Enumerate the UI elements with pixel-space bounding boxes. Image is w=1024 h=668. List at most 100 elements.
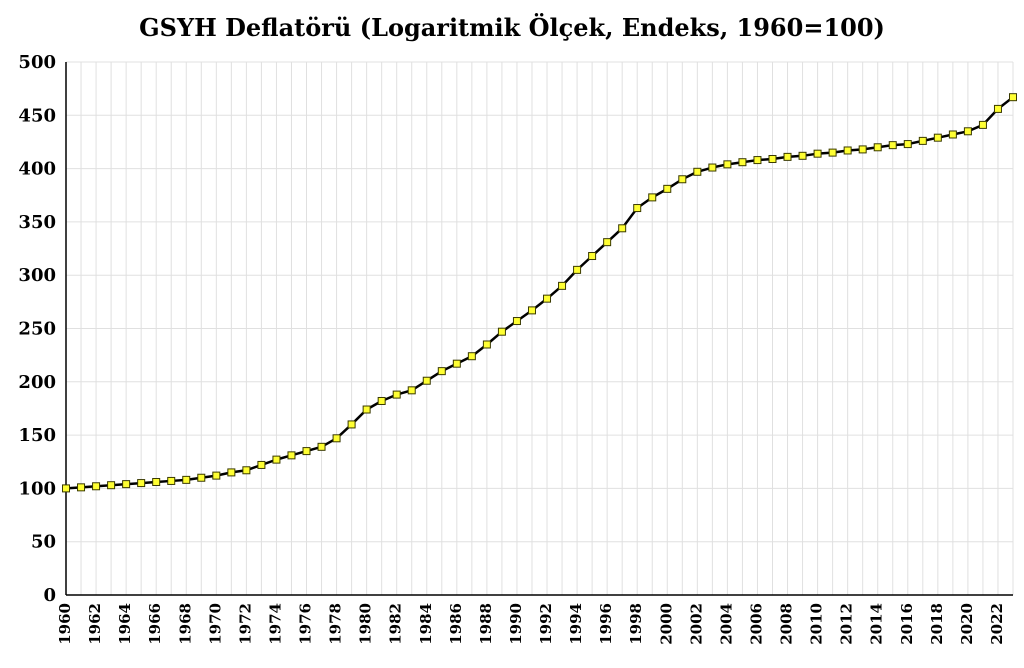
- data-point: [92, 482, 101, 491]
- x-tick-label: 1998: [627, 603, 645, 645]
- data-point: [903, 140, 912, 149]
- x-tick-label: 1990: [507, 603, 525, 645]
- data-point: [137, 479, 146, 488]
- data-point: [62, 484, 70, 493]
- data-point: [708, 163, 717, 172]
- x-tick-label: 1994: [567, 603, 585, 645]
- y-tick-label: 200: [18, 372, 56, 393]
- data-point: [918, 136, 927, 145]
- data-point: [768, 155, 777, 164]
- axes: [65, 62, 1013, 596]
- data-point: [317, 442, 326, 451]
- y-tick-label: 400: [18, 159, 56, 180]
- y-tick-label: 250: [18, 319, 56, 340]
- data-point: [107, 481, 116, 490]
- data-point: [392, 390, 401, 399]
- y-tick-label: 300: [18, 265, 56, 286]
- data-point: [227, 468, 236, 477]
- x-tick-label: 2000: [657, 603, 675, 645]
- data-point: [693, 167, 702, 176]
- data-point: [753, 156, 762, 165]
- x-tick-label: 2006: [747, 603, 765, 645]
- x-tick-label: 1968: [176, 603, 194, 645]
- data-point: [482, 340, 491, 349]
- data-point: [467, 352, 476, 361]
- data-point: [362, 405, 371, 414]
- data-point: [497, 327, 506, 336]
- data-point: [377, 396, 386, 405]
- data-point: [452, 359, 461, 368]
- data-point: [242, 466, 251, 475]
- x-tick-label: 1972: [236, 603, 254, 645]
- x-tick-label: 2004: [717, 603, 735, 645]
- data-point: [588, 252, 597, 261]
- data-point: [422, 376, 431, 385]
- x-tick-label: 2016: [898, 603, 916, 645]
- data-point: [843, 146, 852, 155]
- data-point: [678, 175, 687, 184]
- x-tick-label: 1960: [56, 603, 74, 645]
- x-tick-label: 1988: [477, 603, 495, 645]
- data-point: [287, 451, 296, 460]
- x-tick-label: 1964: [116, 603, 134, 645]
- x-tick-label: 1978: [327, 603, 345, 645]
- x-tick-label: 2014: [868, 603, 886, 645]
- data-point: [963, 127, 972, 136]
- x-tick-label: 2018: [928, 603, 946, 645]
- x-tick-label: 1974: [266, 603, 284, 645]
- y-tick-label: 350: [18, 212, 56, 233]
- data-point: [197, 473, 206, 482]
- data-point: [332, 434, 341, 443]
- y-tick-label: 100: [18, 478, 56, 499]
- x-tick-label: 1980: [357, 603, 375, 645]
- x-axis-labels: 1960 1962 1964 1966 1968 1970 1972 1974 1976 1978…: [56, 603, 1006, 645]
- data-point: [272, 455, 281, 464]
- data-point: [257, 460, 266, 469]
- x-tick-label: 2008: [778, 603, 796, 645]
- y-axis-labels: 0 50 100 150 200 250 300 350 400 450 500: [18, 52, 56, 606]
- data-point: [858, 145, 867, 154]
- x-tick-label: 1982: [387, 603, 405, 645]
- y-tick-label: 150: [18, 425, 56, 446]
- x-tick-label: 2010: [808, 603, 826, 645]
- x-tick-label: 1962: [86, 603, 104, 645]
- data-point: [167, 476, 176, 485]
- data-point: [723, 160, 732, 169]
- x-tick-label: 1992: [537, 603, 555, 645]
- y-tick-label: 50: [31, 532, 56, 553]
- data-point: [527, 306, 536, 315]
- grid: [65, 61, 1014, 596]
- data-point: [152, 478, 161, 487]
- data-point: [738, 158, 747, 167]
- data-point: [407, 386, 416, 395]
- data-point: [948, 130, 957, 139]
- x-tick-label: 2002: [687, 603, 705, 645]
- data-point: [828, 148, 837, 157]
- data-point: [122, 480, 131, 489]
- data-point: [347, 420, 356, 429]
- data-point: [558, 281, 567, 290]
- x-tick-label: 2012: [838, 603, 856, 645]
- data-point: [212, 471, 221, 480]
- data-point: [663, 184, 672, 193]
- x-tick-label: 2020: [958, 603, 976, 645]
- data-point: [798, 151, 807, 160]
- data-point: [813, 149, 822, 158]
- data-point: [512, 317, 521, 326]
- data-point: [182, 475, 191, 484]
- y-tick-label: 500: [18, 52, 56, 73]
- data-point: [437, 367, 446, 376]
- series-line: [65, 96, 1014, 490]
- data-point: [633, 204, 642, 213]
- data-point: [573, 265, 582, 274]
- x-tick-label: 1970: [206, 603, 224, 645]
- x-tick-label: 1976: [297, 603, 315, 645]
- data-point: [77, 483, 86, 492]
- data-point: [888, 141, 897, 150]
- chart-title: GSYH Deflatörü (Logaritmik Ölçek, Endeks…: [139, 13, 885, 42]
- x-tick-label: 2022: [988, 603, 1006, 645]
- data-point: [993, 104, 1002, 113]
- data-point: [618, 224, 627, 233]
- y-tick-label: 0: [43, 585, 56, 606]
